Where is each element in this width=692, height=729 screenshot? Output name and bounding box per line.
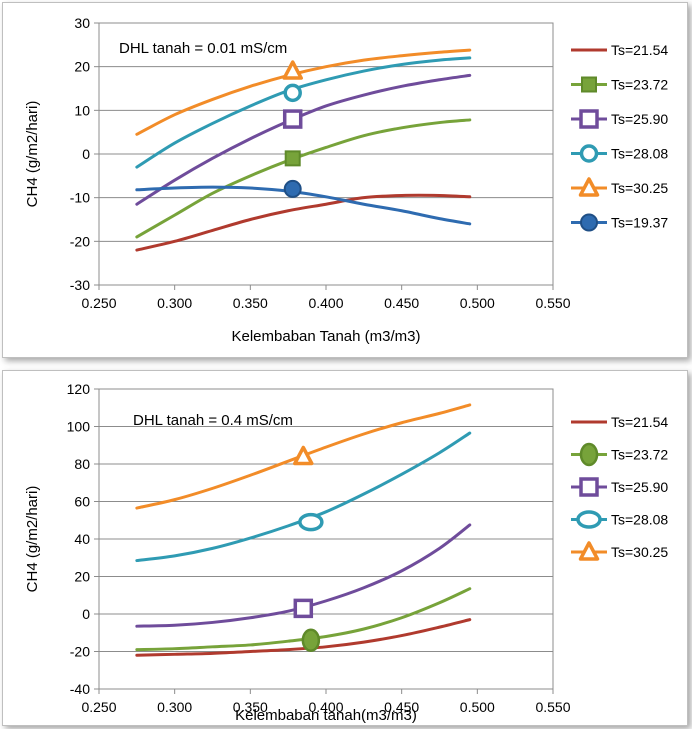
- x-tick-label: 0.400: [308, 295, 343, 311]
- series-marker-5: [283, 179, 302, 198]
- series-line-2: [135, 73, 472, 206]
- chart-annotation: DHL tanah = 0.01 mS/cm: [119, 40, 287, 57]
- series-line-4: [135, 48, 472, 136]
- x-tick-label: 0.450: [384, 699, 419, 715]
- series-marker-4: [282, 60, 303, 80]
- series-marker-3: [283, 83, 302, 103]
- legend-label: Ts=25.90: [611, 111, 668, 127]
- y-tick-label: 0: [82, 606, 90, 622]
- legend-label: Ts=21.54: [611, 414, 668, 430]
- legend-marker-2: [579, 477, 599, 497]
- x-tick-label: 0.400: [308, 699, 343, 715]
- legend: Ts=21.54 Ts=23.72 Ts=25.90 Ts=28.08 Ts=30.25: [571, 414, 668, 561]
- legend-label: Ts=28.08: [611, 146, 668, 162]
- y-tick-label: 0: [82, 146, 90, 162]
- series-line-3: [135, 56, 472, 169]
- series-marker-1: [284, 150, 301, 167]
- x-tick-label: 0.550: [535, 295, 570, 311]
- x-tick-label: 0.350: [233, 295, 268, 311]
- y-tick-label: 80: [74, 456, 90, 472]
- y-tick-label: 10: [74, 102, 90, 118]
- legend-label: Ts=28.08: [611, 512, 668, 528]
- legend-label: Ts=30.25: [611, 544, 668, 560]
- legend: Ts=21.54 Ts=23.72 Ts=25.90 Ts=28.08 Ts=30.25…: [571, 42, 668, 232]
- series-marker-1: [301, 628, 321, 652]
- legend-label: Ts=19.37: [611, 215, 668, 231]
- legend-marker-3: [576, 510, 602, 529]
- y-tick-label: 30: [74, 15, 90, 31]
- y-tick-label: 20: [74, 59, 90, 75]
- y-tick-label: 60: [74, 494, 90, 510]
- x-tick-label: 0.300: [157, 295, 192, 311]
- x-tick-label: 0.300: [157, 699, 192, 715]
- gridlines: [99, 388, 553, 690]
- legend-label: Ts=21.54: [611, 42, 668, 58]
- series-marker-2: [293, 598, 314, 619]
- chart-annotation: DHL tanah = 0.4 mS/cm: [133, 412, 293, 429]
- gridlines: [99, 22, 553, 286]
- legend-marker-1: [581, 76, 597, 93]
- series-marker-3: [298, 512, 324, 532]
- legend-marker-1: [579, 442, 599, 467]
- x-axis-title: Kelembaban tanah(m3/m3): [235, 707, 417, 724]
- chart-top: -30 -20 -10 0 10 20 30 0.250 0.300 0.350 0.400 0.45…: [24, 15, 668, 345]
- x-axis-title: Kelembaban Tanah (m3/m3): [232, 328, 421, 345]
- y-tick-label: -30: [70, 277, 90, 293]
- legend-marker-4: [578, 541, 600, 561]
- chart-bottom: -40 -20 0 20 40 60 80 100 120 0.250 0.300 0.350 0.40…: [24, 381, 668, 724]
- chart-panel-bottom: -40 -20 0 20 40 60 80 100 120 0.250 0.300 0.350 0.40…: [2, 370, 688, 726]
- y-tick-label: -20: [70, 644, 90, 660]
- series-marker-2: [282, 109, 303, 129]
- y-tick-label: 100: [67, 419, 91, 435]
- y-tick-label: -40: [70, 681, 90, 697]
- x-tick-label: 0.500: [460, 699, 495, 715]
- legend-marker-4: [578, 177, 600, 197]
- legend-label: Ts=25.90: [611, 479, 668, 495]
- y-tick-label: 120: [67, 381, 91, 397]
- series-line-5: [135, 185, 472, 226]
- legend-marker-5: [580, 213, 598, 232]
- y-tick-label: -10: [70, 190, 90, 206]
- x-tick-label: 0.250: [81, 295, 116, 311]
- series-line-0: [135, 193, 472, 252]
- series-marker-4: [293, 445, 314, 466]
- x-tick-label: 0.450: [384, 295, 419, 311]
- legend-marker-3: [579, 144, 599, 163]
- legend-label: Ts=23.72: [611, 77, 668, 93]
- y-axis-title: CH4 (g/m2/hari): [24, 101, 41, 208]
- legend-label: Ts=30.25: [611, 180, 668, 196]
- y-tick-label: 20: [74, 569, 90, 585]
- chart-panel-top: -30 -20 -10 0 10 20 30 0.250 0.300 0.350 0.400 0.45…: [2, 2, 688, 358]
- x-tick-label: 0.550: [535, 699, 570, 715]
- y-tick-label: -20: [70, 233, 90, 249]
- x-tick-label: 0.500: [460, 295, 495, 311]
- y-tick-label: 40: [74, 531, 90, 547]
- legend-label: Ts=23.72: [611, 447, 668, 463]
- x-tick-label: 0.350: [233, 699, 268, 715]
- x-tick-label: 0.250: [81, 699, 116, 715]
- legend-marker-2: [579, 109, 599, 129]
- y-axis-title: CH4 (g/m2/hari): [24, 486, 41, 593]
- series-line-1: [135, 118, 472, 239]
